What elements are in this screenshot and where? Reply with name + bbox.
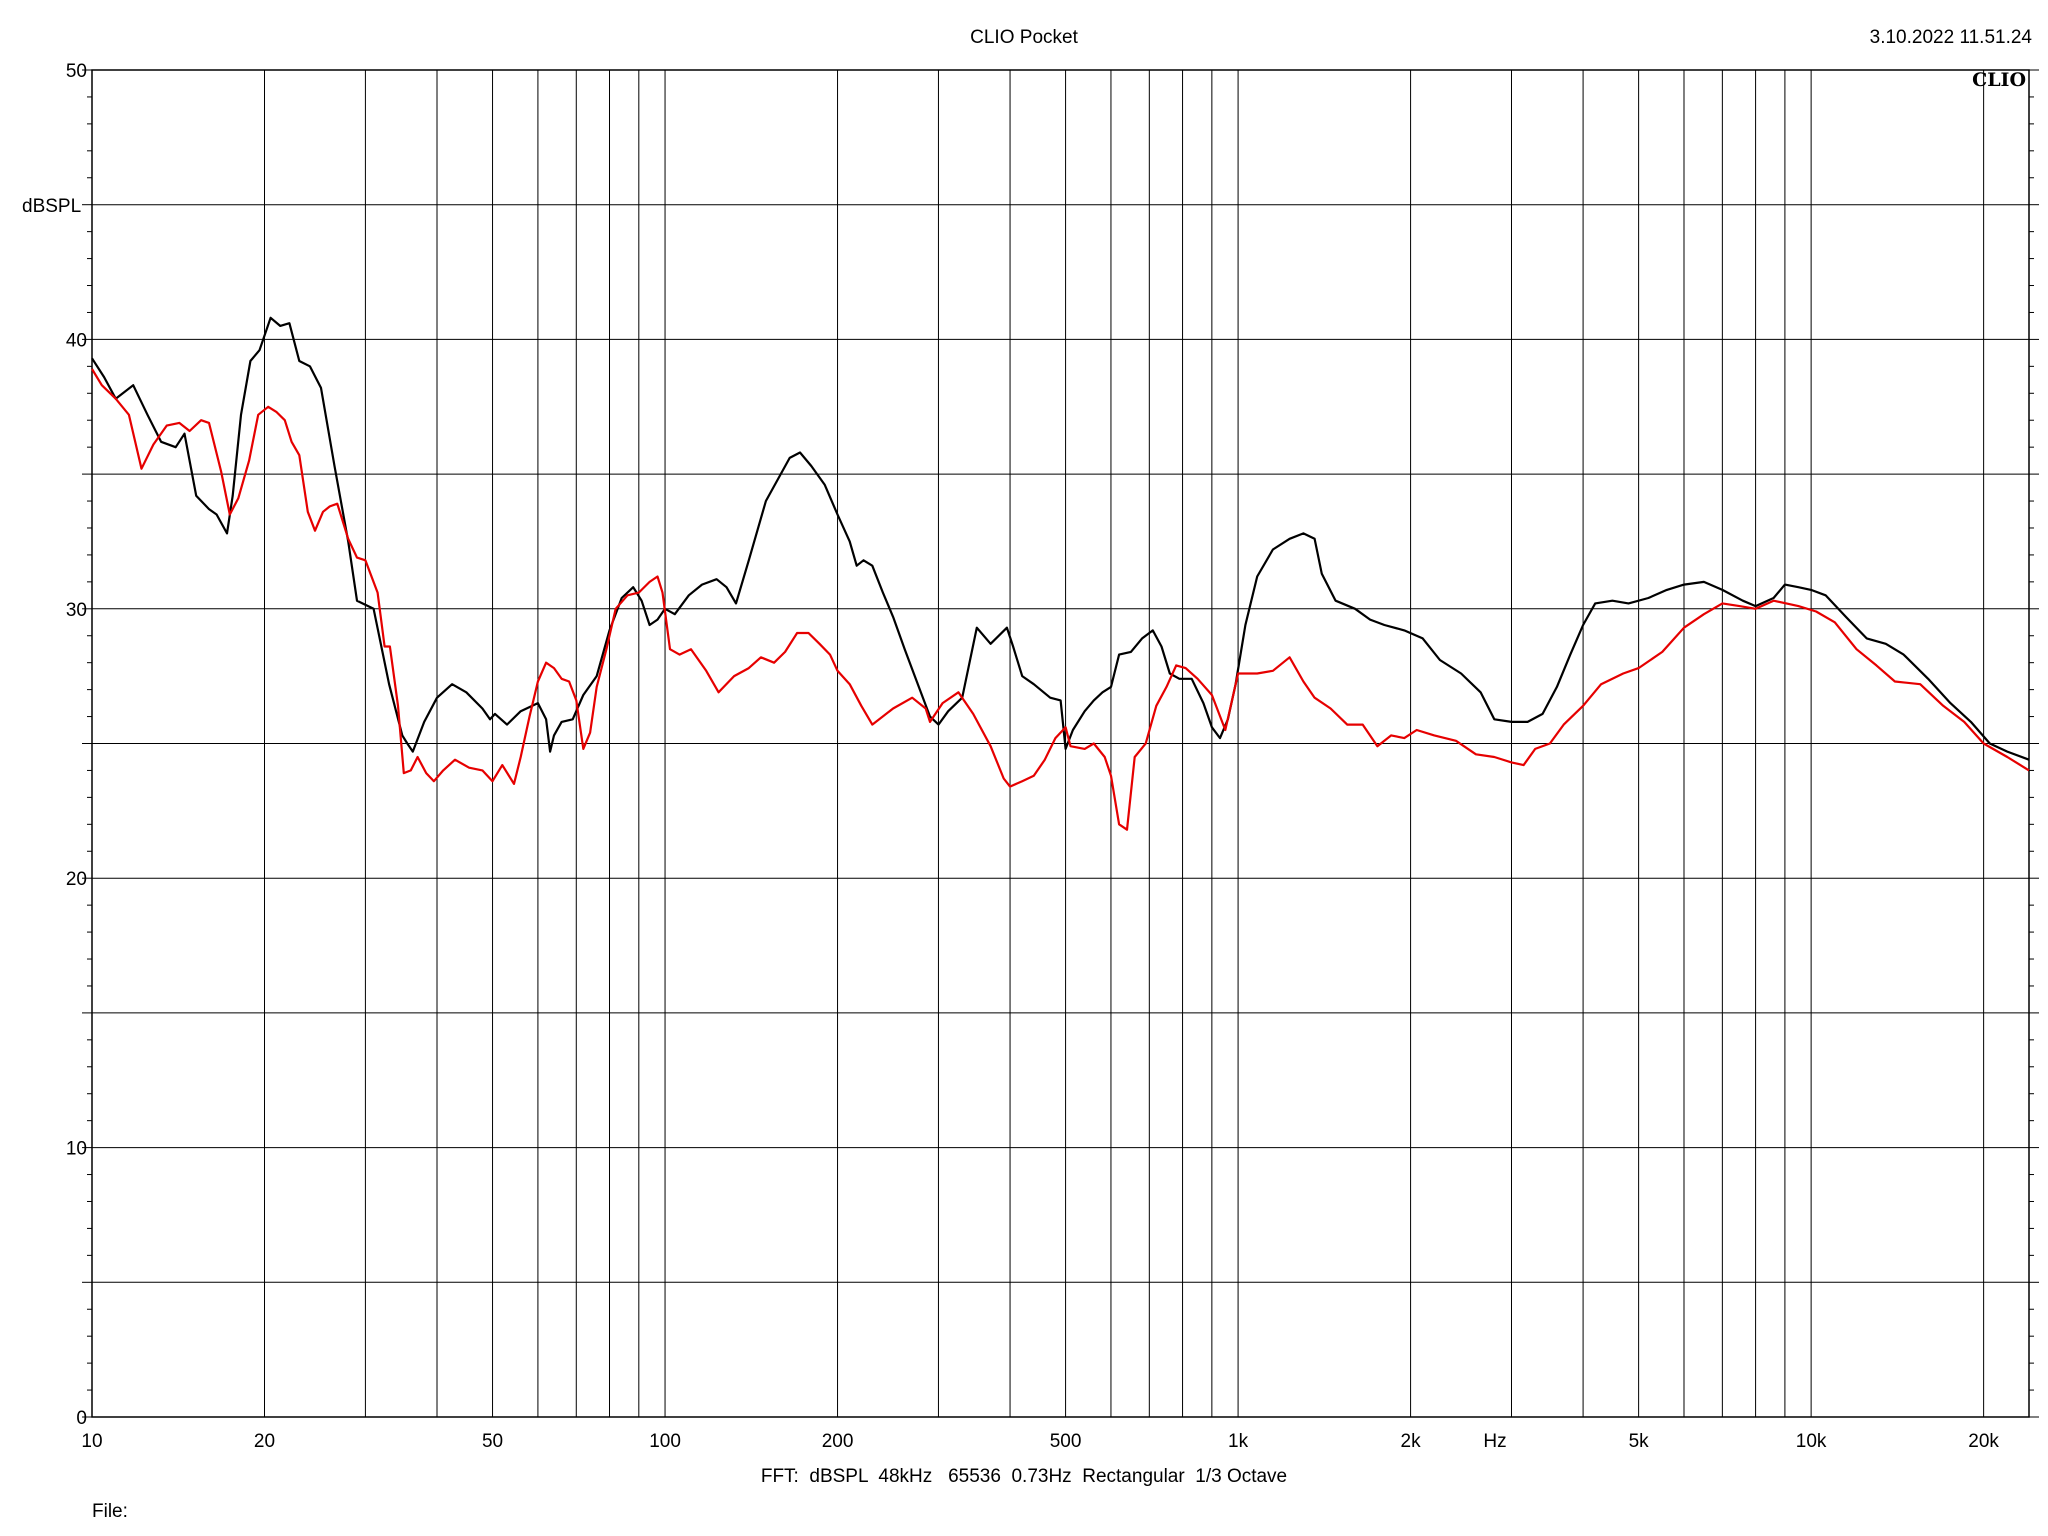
trace-black — [91, 316, 2030, 761]
y-tick-label: 50 — [66, 61, 87, 82]
clio-logo: CLIO — [1972, 69, 2026, 91]
traces — [91, 316, 2030, 831]
x-tick-label: 500 — [1050, 1431, 1082, 1452]
y-tick-label: 20 — [66, 869, 87, 890]
x-tick-label: 200 — [822, 1431, 854, 1452]
x-axis-ticks: 10 20 50 100 200 500 1k 2k 5k 10k 20k — [81, 1431, 1999, 1452]
trace-red — [91, 368, 2030, 831]
chart-title: CLIO Pocket — [970, 27, 1078, 48]
x-tick-label: 1k — [1228, 1431, 1249, 1452]
x-tick-label: 5k — [1629, 1431, 1650, 1452]
x-tick-label: 2k — [1401, 1431, 1422, 1452]
y-axis-label: dBSPL — [22, 196, 81, 217]
file-label: File: — [92, 1501, 128, 1522]
grid — [92, 70, 2029, 1417]
x-tick-label: 100 — [649, 1431, 681, 1452]
y-tick-label: 0 — [76, 1408, 87, 1429]
timestamp: 3.10.2022 11.51.24 — [1870, 27, 2033, 48]
x-tick-label: 10k — [1796, 1431, 1827, 1452]
y-axis-ticks: 0 10 20 30 40 50 — [66, 61, 2039, 1429]
x-tick-label: 20 — [254, 1431, 275, 1452]
x-tick-label: 20k — [1968, 1431, 1999, 1452]
x-tick-label: 10 — [81, 1431, 102, 1452]
fft-settings: FFT: dBSPL 48kHz 65536 0.73Hz Rectangula… — [761, 1466, 1287, 1487]
x-axis-label: Hz — [1483, 1431, 1506, 1452]
y-tick-label: 40 — [66, 330, 87, 351]
y-tick-label: 10 — [66, 1139, 87, 1160]
x-tick-label: 50 — [482, 1431, 503, 1452]
y-tick-label: 30 — [66, 600, 87, 621]
